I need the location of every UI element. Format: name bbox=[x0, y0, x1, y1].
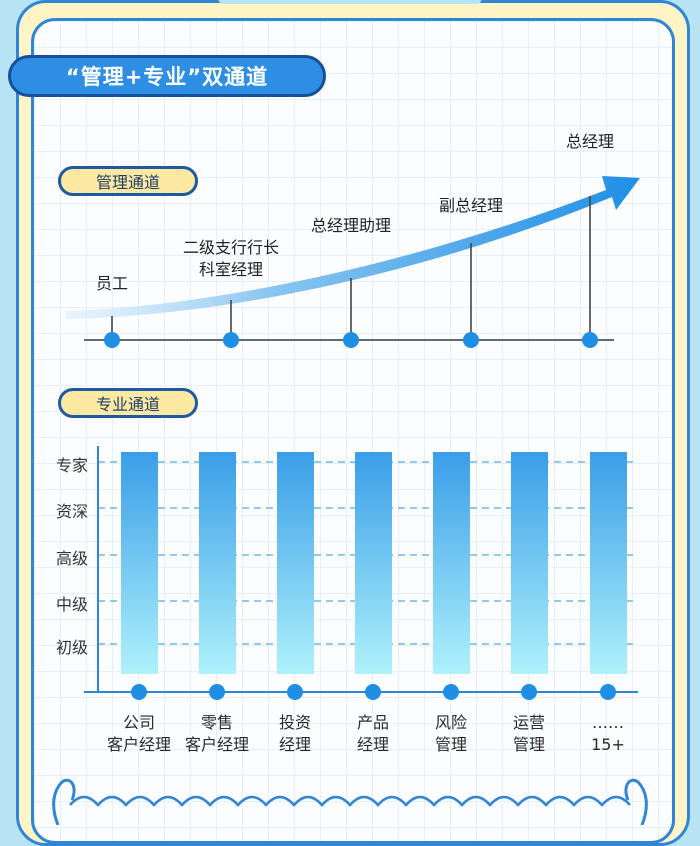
track-label-operations: 运营 管理 bbox=[512, 713, 545, 754]
track-label-risk: 风险 管理 bbox=[434, 713, 467, 754]
track-bar bbox=[590, 452, 627, 674]
track-label-investment: 投资 经理 bbox=[278, 713, 311, 754]
track-label-more: …… 15+ bbox=[591, 713, 625, 754]
step-label-gm-assistant: 总经理助理 bbox=[310, 216, 391, 235]
track-label-corporate-rm: 公司 客户经理 bbox=[106, 713, 171, 754]
page-title: “管理+专业”双通道 bbox=[8, 55, 326, 97]
corner-ring-right bbox=[624, 778, 648, 825]
track-bar bbox=[511, 452, 548, 674]
track-dot bbox=[365, 684, 381, 700]
step-dot bbox=[582, 332, 598, 348]
professional-track-label: 专业通道 bbox=[58, 388, 198, 418]
track-dot bbox=[443, 684, 459, 700]
track-bar bbox=[355, 452, 392, 674]
track-dot bbox=[131, 684, 147, 700]
level-label: 专家 bbox=[55, 456, 88, 475]
track-dot bbox=[600, 684, 616, 700]
track-bar bbox=[433, 452, 470, 674]
track-bar bbox=[199, 452, 236, 674]
management-track-label: 管理通道 bbox=[58, 166, 198, 196]
step-label-deputy-gm: 副总经理 bbox=[438, 196, 503, 215]
growth-arrow bbox=[66, 176, 640, 319]
top-notch bbox=[218, 0, 482, 4]
track-dot bbox=[209, 684, 225, 700]
level-label: 资深 bbox=[55, 502, 88, 521]
track-bar bbox=[121, 452, 158, 674]
level-label: 初级 bbox=[55, 638, 88, 657]
level-label: 高级 bbox=[55, 549, 88, 568]
track-dot bbox=[521, 684, 537, 700]
scallop-edge bbox=[69, 795, 631, 807]
track-dot bbox=[287, 684, 303, 700]
track-bar bbox=[277, 452, 314, 674]
track-label-product: 产品 经理 bbox=[356, 713, 389, 754]
career-diagram bbox=[52, 176, 648, 825]
track-label-retail-rm: 零售 客户经理 bbox=[184, 713, 249, 754]
step-dot bbox=[104, 332, 120, 348]
step-dot bbox=[343, 332, 359, 348]
step-label-gm: 总经理 bbox=[565, 132, 614, 151]
step-label-branch-head: 二级支行行长 科室经理 bbox=[182, 238, 279, 279]
step-dot bbox=[223, 332, 239, 348]
level-label: 中级 bbox=[55, 595, 88, 614]
step-label-staff: 员工 bbox=[95, 274, 128, 293]
corner-ring-left bbox=[52, 778, 76, 825]
step-dot bbox=[463, 332, 479, 348]
